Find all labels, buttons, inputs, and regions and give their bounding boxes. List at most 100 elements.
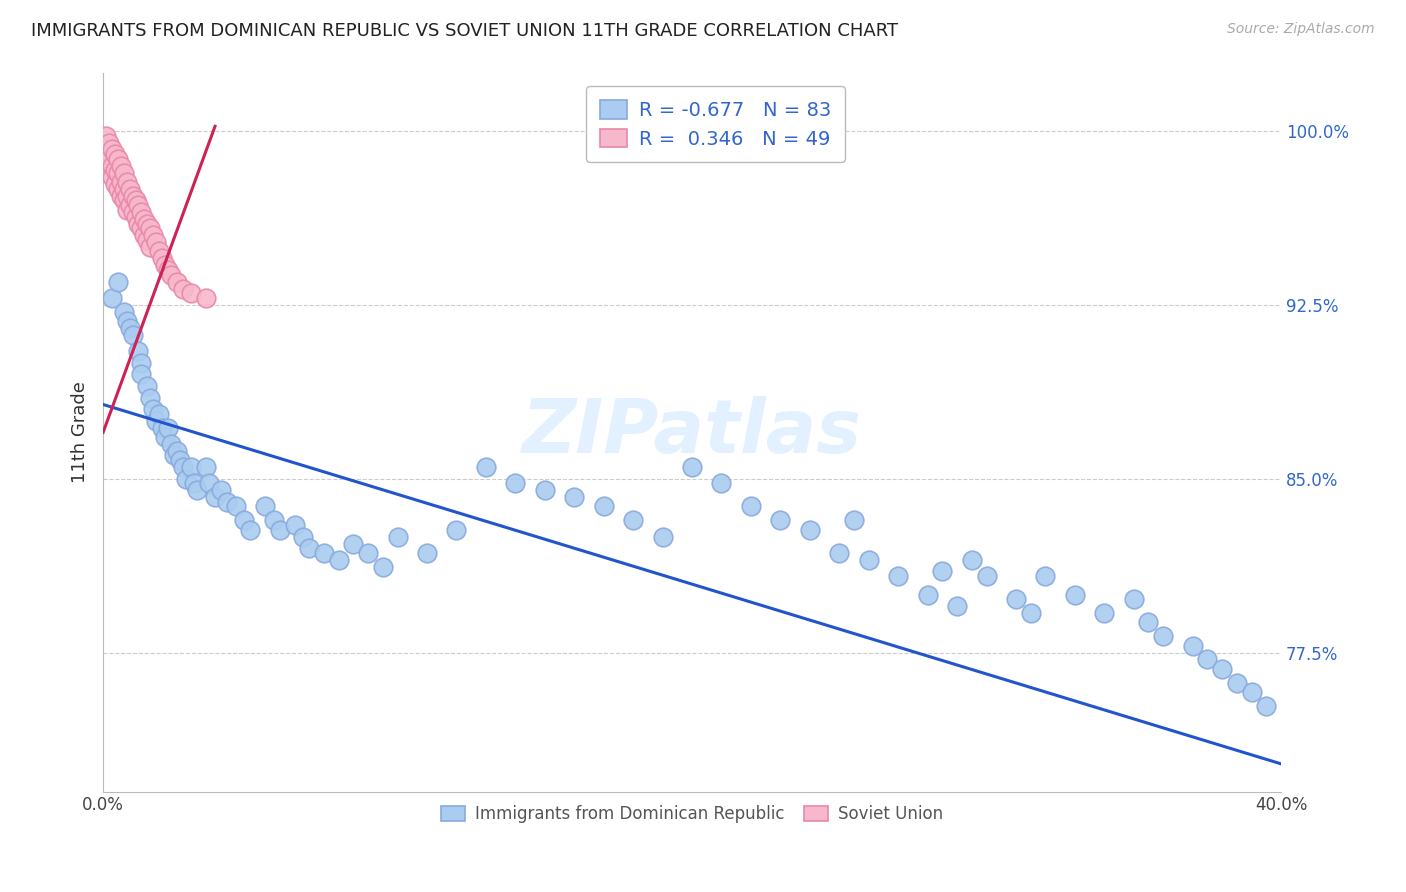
Point bbox=[1035, 569, 1057, 583]
Point bbox=[651, 530, 673, 544]
Point bbox=[416, 546, 439, 560]
Point bbox=[1063, 588, 1085, 602]
Point bbox=[104, 163, 127, 178]
Point bbox=[121, 205, 143, 219]
Point bbox=[204, 490, 226, 504]
Point bbox=[858, 553, 880, 567]
Point bbox=[134, 228, 156, 243]
Point bbox=[148, 244, 170, 259]
Point bbox=[195, 460, 218, 475]
Point bbox=[1256, 698, 1278, 713]
Point bbox=[112, 194, 135, 208]
Point bbox=[121, 189, 143, 203]
Point bbox=[115, 314, 138, 328]
Point bbox=[118, 182, 141, 196]
Point bbox=[112, 305, 135, 319]
Point bbox=[136, 233, 159, 247]
Point bbox=[283, 518, 305, 533]
Point bbox=[112, 182, 135, 196]
Point bbox=[769, 513, 792, 527]
Point bbox=[681, 460, 703, 475]
Point bbox=[160, 437, 183, 451]
Point bbox=[142, 228, 165, 243]
Point bbox=[101, 170, 124, 185]
Point bbox=[139, 391, 162, 405]
Point bbox=[104, 147, 127, 161]
Point bbox=[1092, 606, 1115, 620]
Point bbox=[142, 402, 165, 417]
Point bbox=[104, 178, 127, 192]
Point bbox=[101, 291, 124, 305]
Point bbox=[131, 205, 153, 219]
Point bbox=[475, 460, 498, 475]
Text: Source: ZipAtlas.com: Source: ZipAtlas.com bbox=[1227, 22, 1375, 37]
Point bbox=[156, 420, 179, 434]
Point bbox=[263, 513, 285, 527]
Text: ZIPatlas: ZIPatlas bbox=[522, 396, 862, 469]
Point bbox=[186, 483, 208, 498]
Point bbox=[153, 259, 176, 273]
Point bbox=[842, 513, 865, 527]
Point bbox=[592, 500, 614, 514]
Point bbox=[917, 588, 939, 602]
Point bbox=[127, 344, 149, 359]
Point bbox=[150, 252, 173, 266]
Point bbox=[254, 500, 277, 514]
Point bbox=[107, 166, 129, 180]
Point bbox=[107, 275, 129, 289]
Point bbox=[328, 553, 350, 567]
Point bbox=[110, 189, 132, 203]
Point bbox=[115, 175, 138, 189]
Point bbox=[1197, 652, 1219, 666]
Point bbox=[887, 569, 910, 583]
Point bbox=[828, 546, 851, 560]
Point bbox=[1181, 639, 1204, 653]
Point bbox=[799, 523, 821, 537]
Point bbox=[172, 282, 194, 296]
Point bbox=[110, 175, 132, 189]
Point bbox=[121, 327, 143, 342]
Point bbox=[94, 143, 117, 157]
Point bbox=[118, 198, 141, 212]
Point bbox=[298, 541, 321, 556]
Point bbox=[98, 136, 121, 150]
Point bbox=[169, 453, 191, 467]
Point bbox=[145, 235, 167, 250]
Point bbox=[145, 414, 167, 428]
Point bbox=[110, 159, 132, 173]
Point bbox=[124, 194, 146, 208]
Point bbox=[160, 268, 183, 282]
Point bbox=[1019, 606, 1042, 620]
Point bbox=[1211, 662, 1233, 676]
Point bbox=[446, 523, 468, 537]
Point bbox=[139, 221, 162, 235]
Point bbox=[112, 166, 135, 180]
Point bbox=[342, 536, 364, 550]
Point bbox=[166, 275, 188, 289]
Point bbox=[153, 430, 176, 444]
Point bbox=[94, 128, 117, 143]
Point bbox=[163, 449, 186, 463]
Point bbox=[115, 202, 138, 217]
Legend: Immigrants from Dominican Republic, Soviet Union: Immigrants from Dominican Republic, Sovi… bbox=[434, 798, 949, 830]
Point bbox=[931, 565, 953, 579]
Point bbox=[505, 476, 527, 491]
Text: IMMIGRANTS FROM DOMINICAN REPUBLIC VS SOVIET UNION 11TH GRADE CORRELATION CHART: IMMIGRANTS FROM DOMINICAN REPUBLIC VS SO… bbox=[31, 22, 898, 40]
Point bbox=[1005, 592, 1028, 607]
Point bbox=[357, 546, 380, 560]
Point bbox=[166, 443, 188, 458]
Point bbox=[387, 530, 409, 544]
Point bbox=[148, 407, 170, 421]
Point bbox=[150, 420, 173, 434]
Point bbox=[107, 182, 129, 196]
Point bbox=[174, 472, 197, 486]
Point bbox=[134, 212, 156, 227]
Point bbox=[172, 460, 194, 475]
Point bbox=[136, 379, 159, 393]
Point bbox=[136, 217, 159, 231]
Point bbox=[621, 513, 644, 527]
Point bbox=[710, 476, 733, 491]
Point bbox=[239, 523, 262, 537]
Point bbox=[312, 546, 335, 560]
Point bbox=[131, 368, 153, 382]
